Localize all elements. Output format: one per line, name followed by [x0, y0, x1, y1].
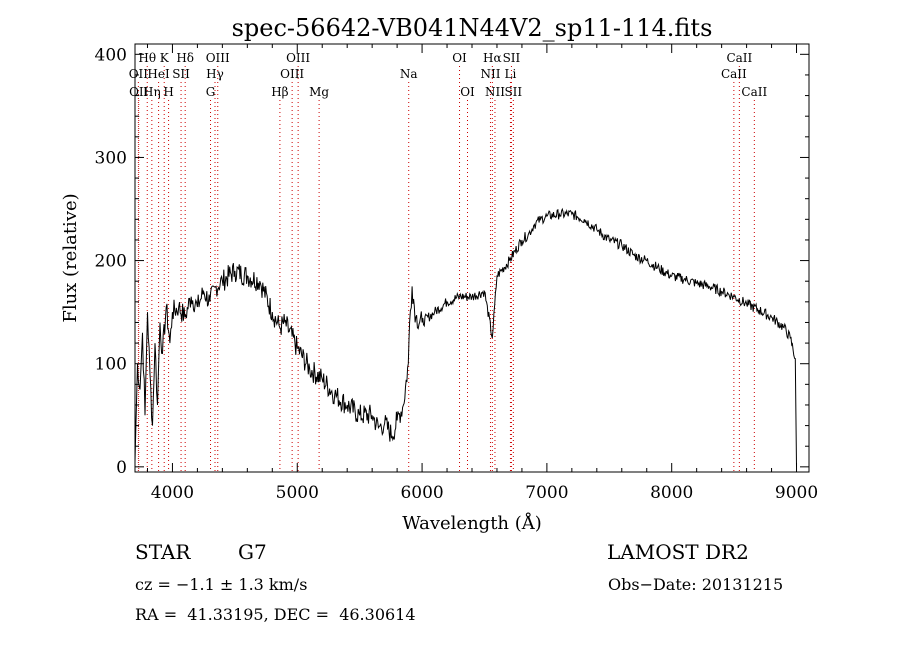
y-axis-label: Flux (relative)	[60, 193, 81, 322]
series-line	[134, 207, 797, 467]
x-axis: 4000 5000 6000 7000 8000 9000	[146, 44, 818, 503]
line-label: Hθ	[138, 51, 156, 65]
y-tick-label: 100	[95, 355, 127, 375]
line-label: Li	[505, 67, 517, 81]
object-class: G7	[238, 540, 267, 564]
line-label: Hδ	[176, 51, 194, 65]
y-axis: 0 100 200 300 400	[95, 45, 809, 478]
x-tick-label: 6000	[400, 483, 443, 503]
line-label: Hα	[483, 51, 502, 65]
line-label: CaII	[741, 85, 767, 99]
line-label: OIII	[286, 51, 310, 65]
x-tick-label: 4000	[151, 483, 194, 503]
line-label: K	[160, 51, 170, 65]
line-label: Na	[400, 67, 418, 81]
y-tick-label: 0	[116, 458, 127, 478]
spectrum-chart: spec-56642-VB041N44V2_sp11-114.fits Hθ OI…	[60, 14, 818, 534]
observation-date: Obs−Date: 20131215	[608, 575, 784, 594]
line-label: CaII	[726, 51, 752, 65]
x-tick-label: 7000	[525, 483, 568, 503]
line-label: SII	[172, 67, 190, 81]
line-label: CaII	[721, 67, 747, 81]
y-tick-label: 400	[95, 45, 127, 65]
x-tick-label: 8000	[650, 483, 693, 503]
line-label: OI	[452, 51, 467, 65]
line-label: SII	[503, 51, 521, 65]
y-tick-label: 200	[95, 252, 127, 272]
line-label: Hβ	[271, 85, 288, 99]
chart-title: spec-56642-VB041N44V2_sp11-114.fits	[232, 14, 713, 42]
line-label: Hη	[143, 85, 161, 99]
line-label: OII	[129, 67, 149, 81]
line-label: OI	[460, 85, 475, 99]
data-release: LAMOST DR2	[607, 540, 749, 564]
x-tick-label: 5000	[276, 483, 319, 503]
ra-dec-coordinates: RA = 41.33195, DEC = 46.30614	[135, 605, 416, 624]
y-tick-label: 300	[95, 148, 127, 168]
line-label: G	[206, 85, 216, 99]
line-label: HeI	[147, 67, 170, 81]
x-tick-label: 9000	[775, 483, 818, 503]
line-label: NII	[485, 85, 505, 99]
line-label: Hγ	[206, 67, 224, 81]
line-label: NII	[480, 67, 500, 81]
object-type: STAR	[135, 540, 191, 564]
line-label: OIII	[206, 51, 230, 65]
line-label: OIII	[280, 67, 304, 81]
series-layer	[134, 207, 797, 467]
redshift-velocity: cz = −1.1 ± 1.3 km/s	[135, 575, 308, 594]
line-label: OII	[129, 85, 149, 99]
line-label: H	[163, 85, 173, 99]
line-label: SII	[504, 85, 522, 99]
spectral-line-markers	[137, 66, 755, 472]
x-axis-label: Wavelength (Å)	[402, 512, 542, 534]
plot-frame	[134, 43, 810, 473]
line-label: Mg	[309, 85, 329, 99]
